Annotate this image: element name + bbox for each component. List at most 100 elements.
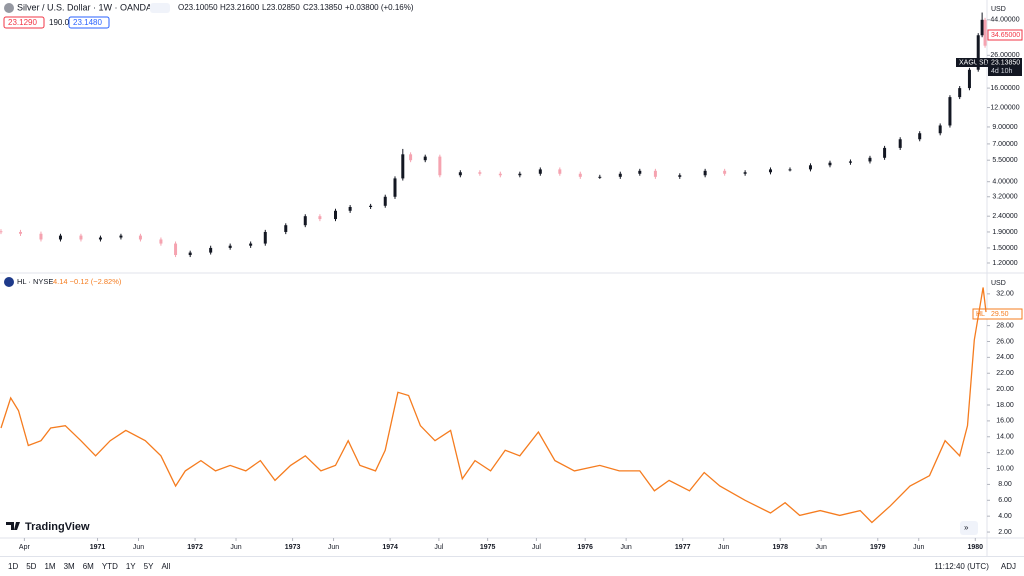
candle-body — [788, 169, 792, 171]
currency-label-2: USD — [991, 280, 1006, 287]
countdown: 4d 10h — [991, 68, 1013, 75]
y-tick-label: 16.00 — [996, 418, 1014, 425]
candle-body — [0, 231, 3, 233]
clock: 11:12:40 (UTC) — [934, 562, 989, 571]
symbol-icon — [4, 3, 14, 13]
last-price-marker — [988, 58, 1022, 76]
range-button[interactable]: 5Y — [143, 562, 154, 571]
candle-body — [678, 175, 682, 177]
candle-body — [538, 169, 542, 174]
candle-body — [39, 233, 43, 240]
x-tick-label: Jun — [718, 544, 729, 551]
x-tick-label: 1971 — [90, 544, 106, 551]
line-series — [0, 287, 987, 524]
x-tick-label: Jun — [133, 544, 144, 551]
adj-toggle[interactable]: ADJ — [1000, 562, 1016, 571]
y-tick-label: 8.00 — [998, 481, 1012, 488]
candle-body — [209, 247, 213, 253]
x-tick-label: 1975 — [480, 544, 496, 551]
x-tick-label: Jun — [816, 544, 827, 551]
range-button[interactable]: 1Y — [125, 562, 136, 571]
candle-body — [918, 133, 922, 140]
y-tick-label: 14.00 — [996, 434, 1014, 441]
y-tick-label: 28.00 — [996, 322, 1014, 329]
candle-body — [598, 176, 602, 178]
y-tick-label: 12.00000 — [990, 104, 1019, 111]
candle-body — [983, 19, 987, 46]
y-tick-label: 22.00 — [996, 370, 1014, 377]
x-tick-label: Jul — [434, 544, 443, 551]
candle-body — [98, 237, 102, 240]
y-tick-label: 1.50000 — [992, 245, 1017, 252]
y-tick-label: 26.00 — [996, 338, 1014, 345]
y-tick-label: 4.00000 — [992, 179, 1017, 186]
x-tick-label: Apr — [19, 544, 31, 551]
buy-box[interactable] — [68, 16, 110, 29]
candle-body — [967, 69, 971, 89]
candle-body — [174, 243, 178, 256]
range-button[interactable]: 5D — [26, 562, 37, 571]
candle-body — [249, 243, 253, 246]
candle-body — [938, 125, 942, 134]
buy-price: 23.1480 — [73, 18, 102, 27]
y-tick-label: 26.00000 — [990, 52, 1019, 59]
candle-body — [79, 235, 83, 240]
high-marker-label: 34.65000 — [991, 32, 1020, 39]
logo-mark — [6, 522, 20, 530]
toolbar: 1D 5D 1M 3M 6M YTD 1Y 5Y All 11:12:40 (UTC) ADJ — [0, 556, 1024, 576]
candle-body — [58, 235, 62, 240]
ohlc-high: H23.21600 — [220, 3, 260, 12]
y-tick-label: 2.40000 — [992, 213, 1017, 220]
candle-body — [958, 88, 962, 98]
x-tick-label: Jun — [230, 544, 241, 551]
hl-tag: HL — [976, 311, 985, 318]
candle-body — [409, 154, 413, 161]
hl-price-marker — [972, 308, 1023, 320]
range-button[interactable]: YTD — [101, 562, 118, 571]
scroll-icon: » — [964, 523, 969, 532]
candle-body — [438, 156, 442, 176]
candle-body — [743, 172, 747, 174]
y-tick-label: 9.00000 — [992, 124, 1017, 131]
candle-body — [159, 239, 163, 244]
symbol-tag — [956, 58, 988, 67]
scroll-button[interactable] — [960, 521, 978, 535]
candle-body — [393, 178, 397, 197]
hl-title: HL · NYSE — [17, 277, 53, 286]
x-tick-label: Jul — [532, 544, 541, 551]
candle-body — [369, 205, 373, 207]
high-marker — [987, 29, 1023, 41]
hl-icon — [4, 277, 14, 287]
main-title: Silver / U.S. Dollar · 1W · OANDA — [17, 2, 152, 12]
logo: TradingView — [25, 521, 90, 533]
candle-body — [498, 173, 502, 176]
candle-body — [18, 231, 22, 234]
candle-body — [638, 170, 642, 174]
hl-legend-value: 4.14 −0.12 (−2.82%) — [53, 277, 122, 286]
candle-body — [703, 170, 707, 176]
ohlc-open: O23.10050 — [178, 3, 218, 12]
candle-body — [578, 173, 582, 177]
x-tick-label: 1972 — [187, 544, 203, 551]
y-tick-label: 44.00000 — [990, 17, 1019, 24]
candle-body — [348, 206, 352, 211]
range-button[interactable]: 1D — [8, 562, 19, 571]
range-button[interactable]: 3M — [63, 562, 75, 571]
y-tick-label: 3.20000 — [992, 194, 1017, 201]
range-button[interactable]: All — [161, 562, 171, 571]
y-tick-label: 2.00 — [998, 529, 1012, 536]
candle-body — [828, 162, 832, 166]
range-button[interactable]: 1M — [44, 562, 56, 571]
sell-box[interactable] — [3, 16, 45, 29]
y-tick-label: 32.00 — [996, 291, 1014, 298]
x-tick-label: 1976 — [577, 544, 593, 551]
candle-body — [618, 173, 622, 177]
range-button[interactable]: 6M — [82, 562, 94, 571]
hl-price: 29.50 — [991, 311, 1009, 318]
spread: 190.0 — [49, 18, 70, 27]
y-tick-label: 6.00 — [998, 497, 1012, 504]
candle-body — [808, 165, 812, 170]
candle-body — [334, 210, 338, 220]
last-price: 23.13850 — [991, 59, 1020, 66]
x-tick-label: Jun — [620, 544, 631, 551]
